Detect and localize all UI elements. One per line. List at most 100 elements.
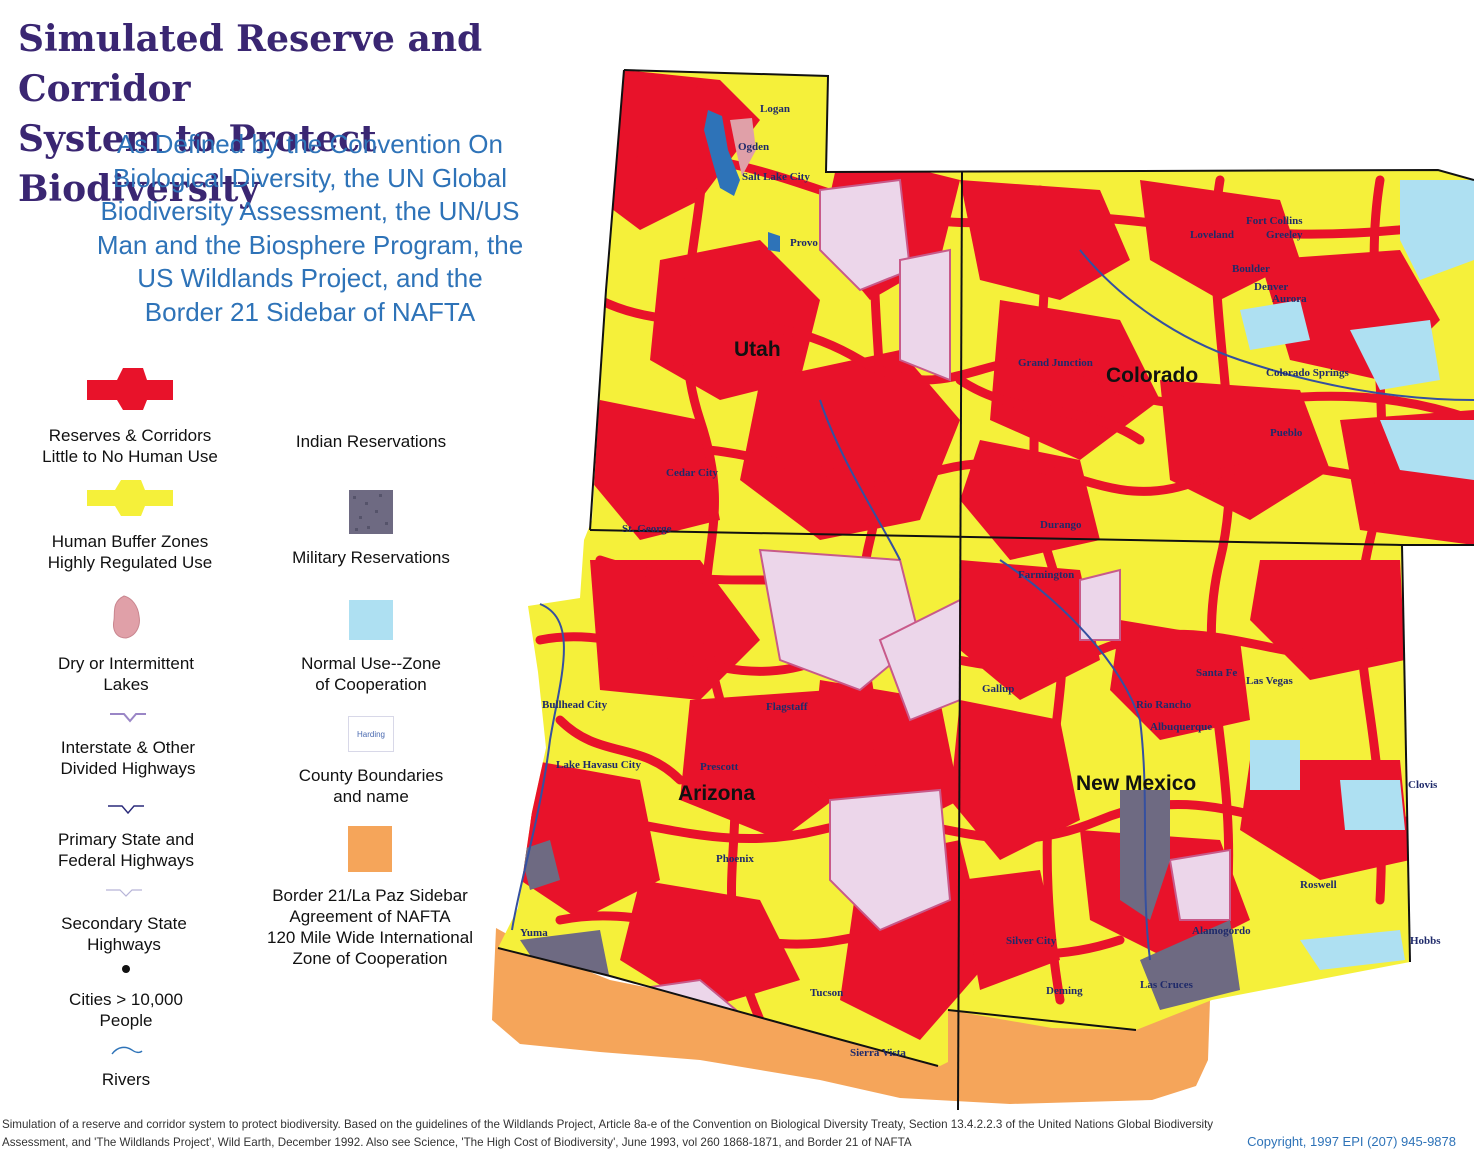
map-title: Simulated Reserve and Corridor System to… xyxy=(18,14,618,214)
rivers xyxy=(511,249,1474,961)
state-label-arizona: Arizona xyxy=(678,782,755,805)
footer-caption: Simulation of a reserve and corridor sys… xyxy=(2,1116,1462,1152)
legend-indian: Indian Reservations xyxy=(258,408,484,452)
legend-reserves: Reserves & Corridors Little to No Human U… xyxy=(20,366,240,467)
city-loveland: Loveland xyxy=(1190,229,1234,241)
legend-interstate: Interstate & Other Divided Highways xyxy=(18,710,238,779)
city-gallup: Gallup xyxy=(982,683,1014,695)
city-roswell: Roswell xyxy=(1300,879,1337,891)
city-logan: Logan xyxy=(760,103,790,115)
normal-use-zones xyxy=(1240,180,1474,970)
city-albuquerque: Albuquerque xyxy=(1150,721,1212,733)
subtitle-line-6: Border 21 Sidebar of NAFTA xyxy=(144,296,476,327)
secondary-highway-icon xyxy=(106,889,142,897)
city-las-cruces: Las Cruces xyxy=(1140,979,1194,991)
great-salt-lake xyxy=(704,110,740,196)
legend-border21-line-1: Border 21/La Paz Sidebar xyxy=(272,886,468,905)
city-fort-collins: Fort Collins xyxy=(1246,215,1303,227)
city-hobbs: Hobbs xyxy=(1410,935,1441,947)
legend-military: Military Reservations xyxy=(258,490,484,568)
city-aurora: Aurora xyxy=(1272,293,1307,305)
state-borders xyxy=(497,69,1474,1111)
legend-lakes-line-1: Dry or Intermittent xyxy=(57,654,195,673)
title-line-1: Simulated Reserve and Corridor xyxy=(18,18,483,110)
subtitle-line-3: Biodiversity Assessment, the UN/US xyxy=(100,196,520,226)
legend-secondary: Secondary State Highways xyxy=(14,886,234,955)
city-dot-icon xyxy=(122,965,130,973)
legend-county-line-2: and name xyxy=(333,787,409,806)
city-clovis: Clovis xyxy=(1408,779,1438,791)
four-corners-map: Utah Colorado Arizona New Mexico Fort Co… xyxy=(492,69,1474,1111)
utah-lake xyxy=(768,232,780,252)
legend-normal-line-2: of Cooperation xyxy=(315,675,427,694)
border21-swatch-icon xyxy=(348,826,392,872)
city-farmington: Farmington xyxy=(1018,569,1074,581)
legend-primary-line-1: Primary State and xyxy=(57,830,195,849)
legend-county-line-1: County Boundaries xyxy=(298,766,444,785)
map-subtitle: As Defined by the Convention On Biologic… xyxy=(40,128,580,329)
title-line-2: System to Protect Biodiversity xyxy=(18,118,377,210)
reserves-swatch-icon xyxy=(87,368,173,410)
legend-county: Harding County Boundaries and name xyxy=(258,716,484,807)
city-sierra-vista: Sierra Vista xyxy=(850,1047,906,1059)
city-pueblo: Pueblo xyxy=(1270,427,1303,439)
state-label-colorado: Colorado xyxy=(1106,364,1198,387)
legend-rivers-line-1: Rivers xyxy=(101,1070,151,1089)
legend-military-line-1: Military Reservations xyxy=(292,548,450,567)
legend-normal-line-1: Normal Use--Zone xyxy=(301,654,441,673)
legend-reserves-line-2: Little to No Human Use xyxy=(42,447,218,466)
city-las-vegas: Las Vegas xyxy=(1246,675,1293,687)
legend-cities-line-2: People xyxy=(99,1011,153,1030)
legend-border21-line-3: 120 Mile Wide International xyxy=(266,928,473,947)
legend-secondary-line-2: Highways xyxy=(87,935,161,954)
legend-reserves-line-1: Reserves & Corridors xyxy=(48,426,212,445)
normal-use-swatch-icon xyxy=(349,600,393,640)
legend-primary: Primary State and Federal Highways xyxy=(16,802,236,871)
city-cedar-city: Cedar City xyxy=(666,467,719,479)
city-prescott: Prescott xyxy=(700,761,739,773)
legend-buffer: Human Buffer Zones Highly Regulated Use xyxy=(20,478,240,573)
city-silver-city: Silver City xyxy=(1006,935,1057,947)
city-lake-havasu: Lake Havasu City xyxy=(556,759,641,771)
subtitle-line-1: As Defined by the Convention On xyxy=(117,129,503,159)
state-label-utah: Utah xyxy=(734,338,781,361)
legend-border21-line-4: Zone of Cooperation xyxy=(292,949,448,968)
legend-primary-line-2: Federal Highways xyxy=(57,851,195,870)
corridor-network xyxy=(515,85,1474,1025)
city-deming: Deming xyxy=(1046,985,1083,997)
dry-lake xyxy=(730,118,756,176)
border21-zone xyxy=(492,928,1210,1104)
state-label-new-mexico: New Mexico xyxy=(1076,772,1196,795)
legend-border21-line-2: Agreement of NAFTA xyxy=(289,907,451,926)
primary-highway-icon xyxy=(108,805,144,815)
legend-interstate-line-1: Interstate & Other xyxy=(60,738,196,757)
legend-lakes-line-2: Lakes xyxy=(103,675,149,694)
city-santa-fe: Santa Fe xyxy=(1196,667,1237,679)
legend-normal: Normal Use--Zone of Cooperation xyxy=(258,600,484,695)
footer-line-1: Simulation of a reserve and corridor sys… xyxy=(2,1118,1214,1131)
city-boulder: Boulder xyxy=(1232,263,1270,275)
copyright: Copyright, 1997 EPI (207) 945-9878 xyxy=(1247,1134,1456,1149)
subtitle-line-4: Man and the Biosphere Program, the xyxy=(96,229,524,260)
indian-reservation-swatch-icon xyxy=(349,408,393,418)
subtitle-line-5: US Wildlands Project, and the xyxy=(137,263,483,293)
city-provo: Provo xyxy=(790,237,818,249)
city-yuma: Yuma xyxy=(520,927,548,939)
city-rio-rancho: Rio Rancho xyxy=(1136,699,1192,711)
city-bullhead-city: Bullhead City xyxy=(542,699,608,711)
city-denver: Denver xyxy=(1254,281,1288,293)
river-line-icon xyxy=(111,1046,143,1055)
legend-lakes: Dry or Intermittent Lakes xyxy=(16,594,236,695)
military-reservation-swatch-icon xyxy=(349,490,393,534)
legend-rivers: Rivers xyxy=(16,1044,236,1090)
city-colorado-springs: Colorado Springs xyxy=(1266,367,1350,379)
interstate-line-icon xyxy=(110,713,146,723)
legend-cities-line-1: Cities > 10,000 xyxy=(69,990,183,1009)
buffer-swatch-icon xyxy=(87,480,173,516)
county-sample-name: Harding xyxy=(357,730,385,739)
city-greeley: Greeley xyxy=(1266,229,1303,241)
city-tucson: Tucson xyxy=(810,987,843,999)
dry-lake-icon xyxy=(113,595,140,639)
legend-border21: Border 21/La Paz Sidebar Agreement of NAF… xyxy=(250,826,490,969)
legend-buffer-line-1: Human Buffer Zones xyxy=(51,532,209,551)
